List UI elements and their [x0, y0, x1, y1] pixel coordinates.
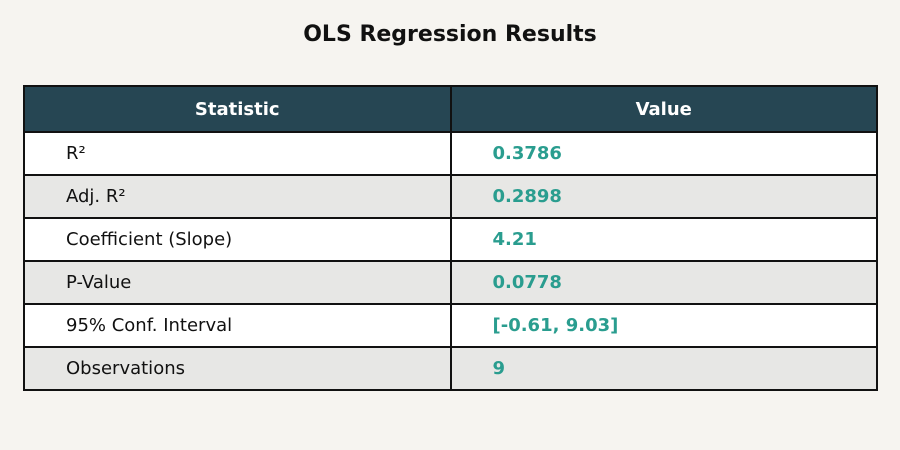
table-row: R² 0.3786: [23, 131, 878, 176]
regression-results-table: Statistic Value R² 0.3786 Adj. R² 0.2898…: [23, 85, 878, 391]
statistic-cell: Adj. R²: [23, 174, 452, 219]
statistic-cell: R²: [23, 131, 452, 176]
table-row: 95% Conf. Interval [-0.61, 9.03]: [23, 303, 878, 348]
statistic-cell: Observations: [23, 346, 452, 391]
value-cell: 0.0778: [449, 260, 878, 305]
column-header-value: Value: [449, 85, 878, 133]
table-row: Observations 9: [23, 346, 878, 391]
table-row: Coefficient (Slope) 4.21: [23, 217, 878, 262]
column-header-statistic: Statistic: [23, 85, 452, 133]
statistic-cell: Coefficient (Slope): [23, 217, 452, 262]
value-cell: 9: [449, 346, 878, 391]
value-cell: 4.21: [449, 217, 878, 262]
value-cell: 0.3786: [449, 131, 878, 176]
value-cell: [-0.61, 9.03]: [449, 303, 878, 348]
table-title: OLS Regression Results: [303, 22, 597, 47]
statistic-cell: 95% Conf. Interval: [23, 303, 452, 348]
table-row: P-Value 0.0778: [23, 260, 878, 305]
table-header-row: Statistic Value: [23, 85, 878, 133]
value-cell: 0.2898: [449, 174, 878, 219]
table-row: Adj. R² 0.2898: [23, 174, 878, 219]
statistic-cell: P-Value: [23, 260, 452, 305]
